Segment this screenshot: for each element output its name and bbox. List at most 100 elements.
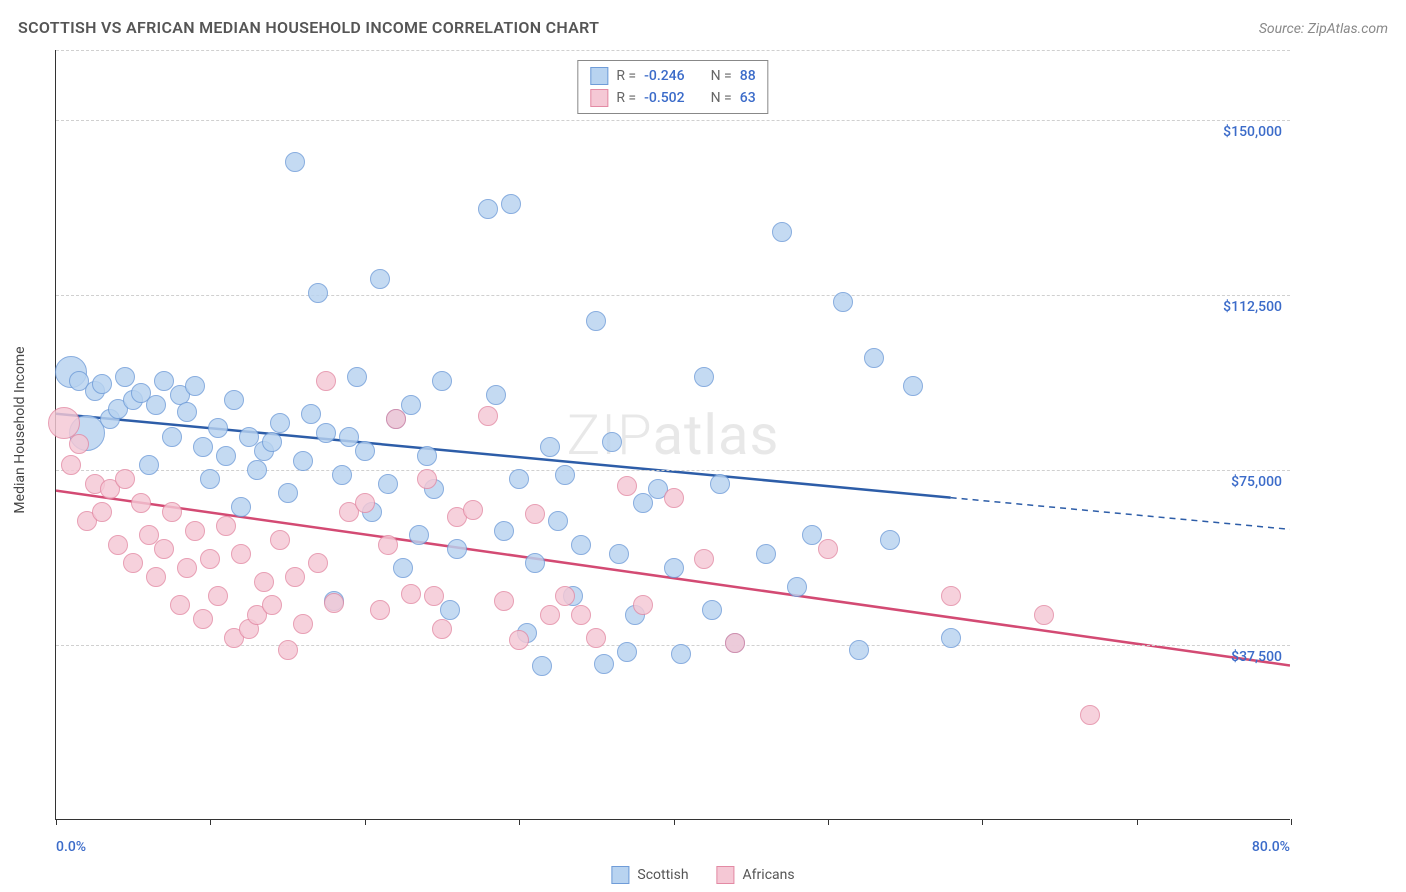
data-point	[177, 558, 197, 578]
data-point	[818, 539, 838, 559]
data-point	[177, 402, 197, 422]
legend-swatch	[611, 866, 629, 884]
data-point	[401, 584, 421, 604]
data-point	[278, 640, 298, 660]
series-legend-item: Africans	[717, 866, 795, 884]
data-point	[432, 371, 452, 391]
source-attribution: Source: ZipAtlas.com	[1259, 21, 1388, 37]
data-point	[756, 544, 776, 564]
data-point	[61, 455, 81, 475]
data-point	[1034, 605, 1054, 625]
data-point	[864, 348, 884, 368]
data-point	[833, 292, 853, 312]
data-point	[108, 535, 128, 555]
data-point	[308, 553, 328, 573]
legend-swatch	[590, 89, 608, 107]
data-point	[571, 605, 591, 625]
data-point	[231, 544, 251, 564]
data-point	[355, 493, 375, 513]
plot-area: ZIPatlas R =-0.246N =88R =-0.502N =63 $3…	[55, 50, 1290, 820]
x-tick	[982, 819, 983, 825]
series-legend-item: Scottish	[611, 866, 688, 884]
data-point	[594, 654, 614, 674]
data-point	[725, 633, 745, 653]
legend-r-label: R =	[616, 90, 636, 106]
data-point	[324, 593, 344, 613]
data-point	[478, 406, 498, 426]
data-point	[254, 572, 274, 592]
x-tick-label-end: 80.0%	[1252, 839, 1290, 855]
data-point	[270, 413, 290, 433]
legend-row: R =-0.246N =88	[590, 65, 755, 87]
gridline	[56, 645, 1290, 646]
data-point	[193, 437, 213, 457]
data-point	[386, 409, 406, 429]
data-point	[378, 535, 398, 555]
data-point	[200, 549, 220, 569]
data-point	[710, 474, 730, 494]
data-point	[393, 558, 413, 578]
x-tick	[56, 819, 57, 825]
chart-title: SCOTTISH VS AFRICAN MEDIAN HOUSEHOLD INC…	[18, 18, 599, 37]
data-point	[200, 469, 220, 489]
data-point	[355, 441, 375, 461]
data-point	[162, 502, 182, 522]
series-legend: Scottish Africans	[611, 866, 794, 884]
legend-n-value: 88	[740, 68, 756, 84]
data-point	[417, 446, 437, 466]
data-point	[702, 600, 722, 620]
data-point	[463, 500, 483, 520]
data-point	[772, 222, 792, 242]
data-point	[540, 605, 560, 625]
data-point	[139, 455, 159, 475]
data-point	[185, 521, 205, 541]
data-point	[208, 418, 228, 438]
gridline	[56, 120, 1290, 121]
data-point	[787, 577, 807, 597]
data-point	[285, 567, 305, 587]
data-point	[285, 152, 305, 172]
data-point	[664, 558, 684, 578]
y-tick-label: $150,000	[1223, 124, 1282, 140]
data-point	[617, 642, 637, 662]
x-tick	[1137, 819, 1138, 825]
data-point	[694, 367, 714, 387]
data-point	[540, 437, 560, 457]
data-point	[447, 539, 467, 559]
x-tick	[674, 819, 675, 825]
data-point	[633, 595, 653, 615]
data-point	[69, 434, 89, 454]
legend-n-label: N =	[711, 90, 732, 106]
data-point	[247, 460, 267, 480]
data-point	[316, 371, 336, 391]
data-point	[401, 395, 421, 415]
data-point	[664, 488, 684, 508]
data-point	[293, 451, 313, 471]
data-point	[154, 539, 174, 559]
data-point	[555, 586, 575, 606]
x-tick	[365, 819, 366, 825]
legend-r-value: -0.246	[644, 68, 684, 84]
data-point	[370, 600, 390, 620]
data-point	[478, 199, 498, 219]
data-point	[347, 367, 367, 387]
gridline	[56, 50, 1290, 51]
data-point	[525, 553, 545, 573]
data-point	[880, 530, 900, 550]
data-point	[316, 423, 336, 443]
data-point	[370, 269, 390, 289]
x-tick	[828, 819, 829, 825]
data-point	[424, 586, 444, 606]
data-point	[270, 530, 290, 550]
data-point	[208, 586, 228, 606]
header: SCOTTISH VS AFRICAN MEDIAN HOUSEHOLD INC…	[18, 18, 1388, 37]
data-point	[417, 469, 437, 489]
data-point	[509, 630, 529, 650]
data-point	[170, 595, 190, 615]
gridline	[56, 470, 1290, 471]
data-point	[849, 640, 869, 660]
data-point	[555, 465, 575, 485]
data-point	[571, 535, 591, 555]
data-point	[548, 511, 568, 531]
data-point	[525, 504, 545, 524]
